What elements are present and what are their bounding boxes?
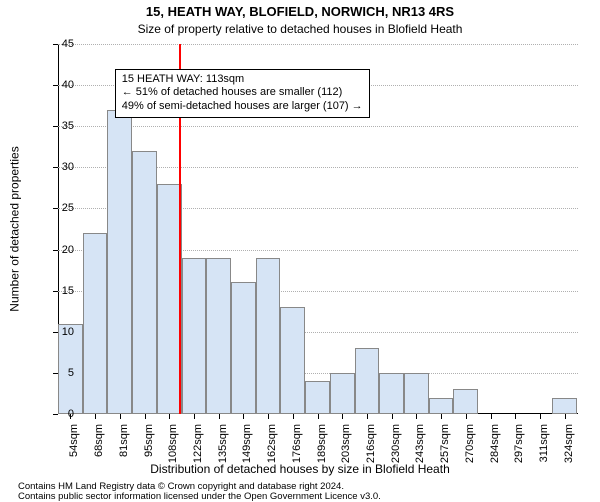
histogram-bar	[330, 373, 355, 414]
x-tick-mark	[120, 414, 121, 419]
x-tick-mark	[169, 414, 170, 419]
x-tick-mark	[565, 414, 566, 419]
histogram-bar	[83, 233, 108, 414]
title-main: 15, HEATH WAY, BLOFIELD, NORWICH, NR13 4…	[0, 4, 600, 19]
y-tick-label: 20	[44, 244, 74, 256]
x-tick-mark	[268, 414, 269, 419]
x-tick-mark	[243, 414, 244, 419]
x-tick-mark	[293, 414, 294, 419]
histogram-bar	[404, 373, 429, 414]
histogram-bar	[305, 381, 330, 414]
histogram-bar	[552, 398, 577, 414]
y-tick-label: 40	[44, 79, 74, 91]
y-axis-label-text: Number of detached properties	[8, 146, 22, 311]
histogram-bar	[182, 258, 207, 414]
histogram-bar	[355, 348, 380, 414]
y-tick-label: 0	[44, 408, 74, 420]
x-tick-mark	[194, 414, 195, 419]
y-tick-label: 5	[44, 367, 74, 379]
x-tick-mark	[145, 414, 146, 419]
annotation-box: 15 HEATH WAY: 113sqm← 51% of detached ho…	[115, 69, 370, 118]
x-tick-mark	[342, 414, 343, 419]
chart-plot-area: 54sqm68sqm81sqm95sqm108sqm122sqm135sqm14…	[58, 44, 578, 414]
x-tick-mark	[318, 414, 319, 419]
histogram-bar	[379, 373, 404, 414]
histogram-bar	[256, 258, 281, 414]
y-tick-label: 30	[44, 161, 74, 173]
annotation-line-3: 49% of semi-detached houses are larger (…	[122, 100, 363, 114]
histogram-bar	[231, 282, 256, 414]
y-axis-label: Number of detached properties	[8, 44, 22, 414]
annotation-line-2: ← 51% of detached houses are smaller (11…	[122, 86, 363, 100]
histogram-bar	[453, 389, 478, 414]
x-axis-label: Distribution of detached houses by size …	[0, 462, 600, 476]
y-tick-label: 25	[44, 202, 74, 214]
x-tick-mark	[367, 414, 368, 419]
histogram-bar	[429, 398, 454, 414]
x-tick-mark	[491, 414, 492, 419]
x-tick-mark	[95, 414, 96, 419]
y-tick-label: 35	[44, 120, 74, 132]
x-tick-mark	[540, 414, 541, 419]
grid-line	[58, 44, 578, 45]
y-tick-label: 15	[44, 285, 74, 297]
x-tick-mark	[441, 414, 442, 419]
x-tick-mark	[219, 414, 220, 419]
x-tick-mark	[416, 414, 417, 419]
grid-line	[58, 126, 578, 127]
annotation-line-1: 15 HEATH WAY: 113sqm	[122, 73, 363, 87]
histogram-bar	[132, 151, 157, 414]
y-tick-label: 10	[44, 326, 74, 338]
footer-attribution: Contains HM Land Registry data © Crown c…	[18, 482, 381, 501]
histogram-bar	[206, 258, 231, 414]
x-tick-mark	[392, 414, 393, 419]
title-sub: Size of property relative to detached ho…	[0, 22, 600, 36]
histogram-bar	[107, 110, 132, 414]
y-tick-label: 45	[44, 38, 74, 50]
histogram-bar	[157, 184, 182, 414]
x-tick-mark	[466, 414, 467, 419]
x-tick-mark	[515, 414, 516, 419]
histogram-bar	[280, 307, 305, 414]
